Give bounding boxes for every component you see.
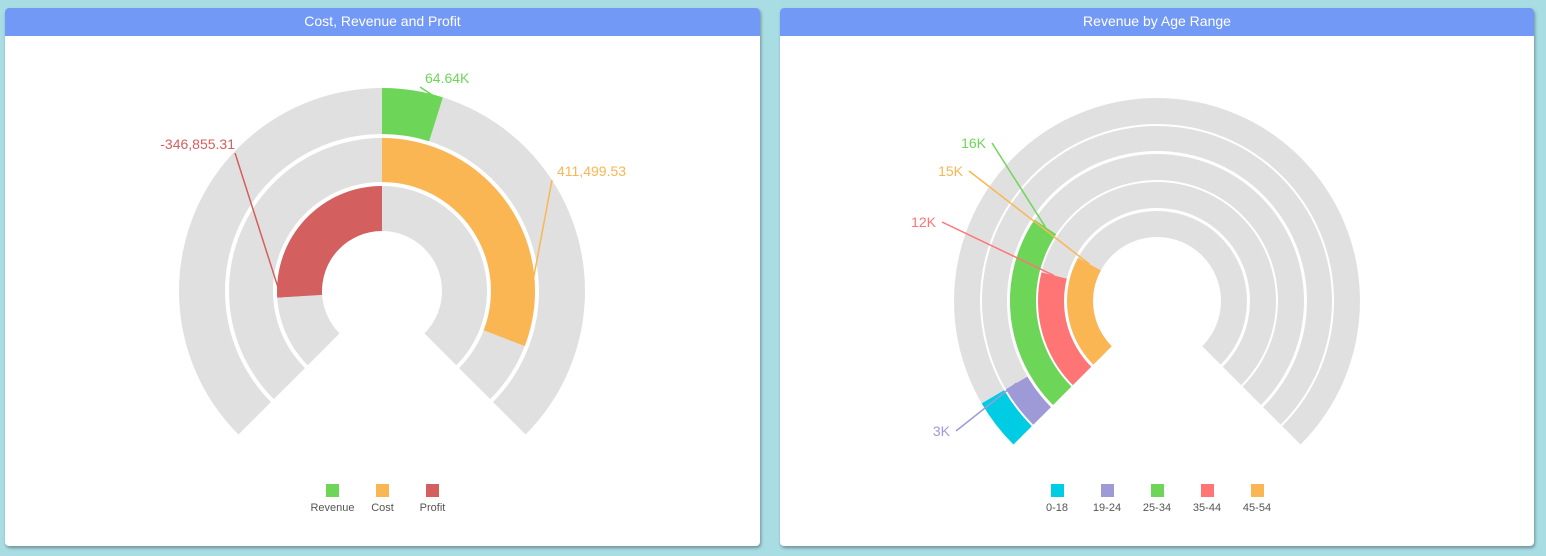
legend-item-35-44[interactable]: 35-44 — [1182, 484, 1232, 514]
legend-swatch — [1050, 484, 1064, 497]
leader-line-35-44 — [941, 221, 1055, 277]
radial-chart-revenue-by-age: 3K 16K 12K 15K — [911, 97, 1360, 445]
legend-label: Cost — [371, 502, 394, 514]
legend-item-45-54[interactable]: 45-54 — [1232, 484, 1282, 514]
legend-swatch — [1150, 484, 1164, 497]
legend-swatch — [326, 484, 339, 497]
data-label-cost: 411,499.53 — [557, 163, 626, 179]
legend-item-0-18[interactable]: 0-18 — [1032, 484, 1082, 514]
data-label-45-54: 15K — [938, 163, 964, 179]
leader-line-25-34 — [991, 142, 1046, 228]
panel-title: Revenue by Age Range — [780, 8, 1534, 36]
radial-chart-cost-revenue-profit: 64.64K 411,499.53 -346,855.31 — [160, 70, 626, 435]
legend-item-cost[interactable]: Cost — [358, 484, 408, 514]
bar-35-44[interactable] — [1038, 272, 1092, 386]
ring-19-24 — [982, 125, 1332, 425]
legend-label: 25-34 — [1142, 502, 1172, 514]
bar-revenue[interactable] — [382, 88, 443, 142]
legend-label: Revenue — [310, 502, 355, 514]
legend-item-19-24[interactable]: 19-24 — [1082, 484, 1132, 514]
legend: Revenue Cost Profit — [5, 484, 760, 514]
data-label-25-34: 16K — [961, 135, 987, 151]
ring-cost — [229, 138, 536, 400]
ring-track-45-54 — [1067, 211, 1247, 365]
bar-profit[interactable] — [277, 186, 382, 298]
bar-19-24[interactable] — [1005, 376, 1051, 425]
ring-0-18 — [954, 97, 1360, 445]
panel-title: Cost, Revenue and Profit — [5, 8, 760, 36]
ring-35-44 — [1038, 182, 1276, 386]
legend-label: 0-18 — [1045, 502, 1069, 514]
chart-panel-cost-revenue-profit: Cost, Revenue and Profit 64.64K 411,499.5… — [5, 8, 760, 546]
legend-label: 35-44 — [1192, 502, 1222, 514]
legend-label: 45-54 — [1242, 502, 1272, 514]
legend-swatch — [376, 484, 389, 497]
ring-25-34 — [1010, 154, 1304, 405]
leader-line-cost — [520, 179, 553, 345]
bar-cost[interactable] — [382, 138, 535, 347]
chart-panel-revenue-by-age: Revenue by Age Range 3K 16K 12K 15K 0-18 19-… — [780, 8, 1534, 546]
bar-0-18[interactable] — [981, 390, 1032, 445]
ring-profit — [277, 186, 487, 366]
legend-swatch — [1100, 484, 1114, 497]
leader-line-revenue — [419, 86, 443, 102]
legend-swatch — [426, 484, 439, 497]
ring-revenue — [179, 87, 586, 435]
bar-45-54[interactable] — [1067, 257, 1112, 365]
legend: 0-18 19-24 25-34 35-44 45-54 — [780, 484, 1534, 514]
legend-item-25-34[interactable]: 25-34 — [1132, 484, 1182, 514]
data-label-35-44: 12K — [911, 214, 937, 230]
leader-line-45-54 — [968, 170, 1090, 265]
ring-track-revenue — [179, 87, 586, 435]
data-label-19-24: 3K — [933, 423, 951, 439]
legend-item-revenue[interactable]: Revenue — [308, 484, 358, 514]
legend-label: Profit — [419, 502, 446, 514]
legend-swatch — [1250, 484, 1264, 497]
bar-25-34[interactable] — [1010, 219, 1072, 405]
legend-swatch — [1200, 484, 1214, 497]
data-label-profit: -346,855.31 — [160, 136, 235, 152]
legend-label: 19-24 — [1092, 502, 1122, 514]
leader-line-profit — [234, 152, 282, 298]
data-label-revenue: 64.64K — [425, 70, 470, 86]
ring-45-54 — [1067, 211, 1247, 365]
legend-item-profit[interactable]: Profit — [408, 484, 458, 514]
leader-line-19-24 — [955, 382, 1018, 432]
